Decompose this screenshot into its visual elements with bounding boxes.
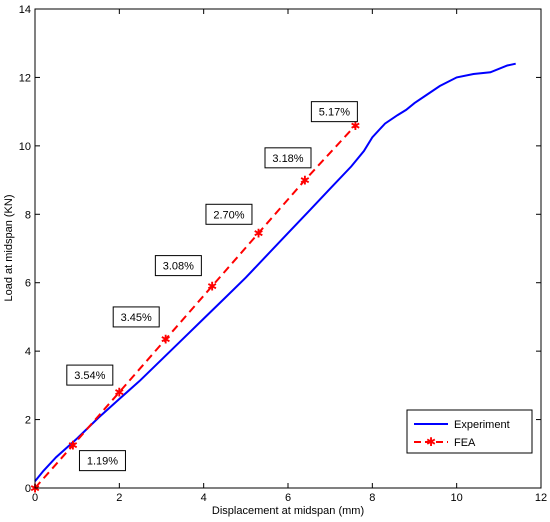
legend-fea-marker: ✱ [426, 435, 436, 449]
x-tick-label: 2 [116, 492, 122, 504]
plot-background [35, 9, 541, 488]
y-tick-label: 4 [25, 346, 31, 358]
annotation-box [154, 255, 202, 277]
x-tick-label: 10 [451, 492, 463, 504]
y-tick-label: 6 [25, 278, 31, 290]
series-point-fea: ✱ [114, 386, 124, 400]
annotation-layer: 1.19% 3.54% 3.45% 3.08% 2.70% 3.18% 5.17% [66, 101, 358, 472]
x-tick-label: 4 [201, 492, 207, 504]
annotation-box [66, 364, 114, 386]
percent-annotation: 3.54% [66, 364, 114, 386]
y-tick-label: 0 [25, 483, 31, 495]
percent-annotation: 3.45% [112, 306, 160, 328]
percent-annotation: 3.18% [264, 147, 312, 169]
annotation-box [112, 306, 160, 328]
percent-annotation: 2.70% [205, 203, 253, 225]
data-layer: ✱ ✱ ✱ ✱ ✱ ✱ ✱ ✱ [30, 62, 516, 496]
series-point-fea: ✱ [350, 119, 360, 133]
percent-annotation: 5.17% [310, 101, 358, 123]
x-axis-label: Displacement at midspan (mm) [212, 505, 364, 517]
annotation-box [310, 101, 358, 123]
series-point-fea: ✱ [68, 439, 78, 453]
y-tick-label: 8 [25, 209, 31, 221]
annotation-box [78, 450, 126, 472]
legend-box [406, 409, 533, 454]
annotation-label: 3.45% [121, 312, 152, 324]
annotation-box [205, 203, 253, 225]
legend-experiment-label: Experiment [454, 419, 510, 431]
series-line-experiment [34, 62, 516, 482]
annotation-label: 2.70% [213, 209, 244, 221]
x-tick-label: 8 [369, 492, 375, 504]
annotation-label: 5.17% [319, 107, 350, 119]
x-tick-label: 6 [285, 492, 291, 504]
series-point-fea: ✱ [253, 227, 263, 241]
y-tick-label: 10 [19, 141, 31, 153]
x-tick-label: 12 [535, 492, 547, 504]
y-tick-label: 2 [25, 415, 31, 427]
y-tick-label: 14 [19, 4, 31, 16]
legend: Experiment ✱ FEA [406, 409, 533, 454]
y-tick-label: 12 [19, 72, 31, 84]
annotation-label: 3.54% [74, 370, 105, 382]
percent-annotation: 1.19% [78, 450, 126, 472]
series-point-fea: ✱ [207, 280, 217, 294]
legend-fea-label: FEA [454, 437, 476, 449]
annotation-label: 3.08% [163, 261, 194, 273]
annotation-label: 3.18% [272, 153, 303, 165]
percent-annotation: 3.08% [154, 255, 202, 277]
annotation-label: 1.19% [87, 456, 118, 468]
y-axis-label: Load at midspan (KN) [3, 195, 15, 302]
x-tick-label: 0 [32, 492, 38, 504]
tick-layer: 0 2 4 6 8 10 12 0 2 4 6 8 10 12 14 [19, 4, 547, 504]
series-line-fea [34, 124, 357, 489]
series-point-fea: ✱ [300, 174, 310, 188]
series-point-fea: ✱ [161, 333, 171, 347]
annotation-box [264, 147, 312, 169]
